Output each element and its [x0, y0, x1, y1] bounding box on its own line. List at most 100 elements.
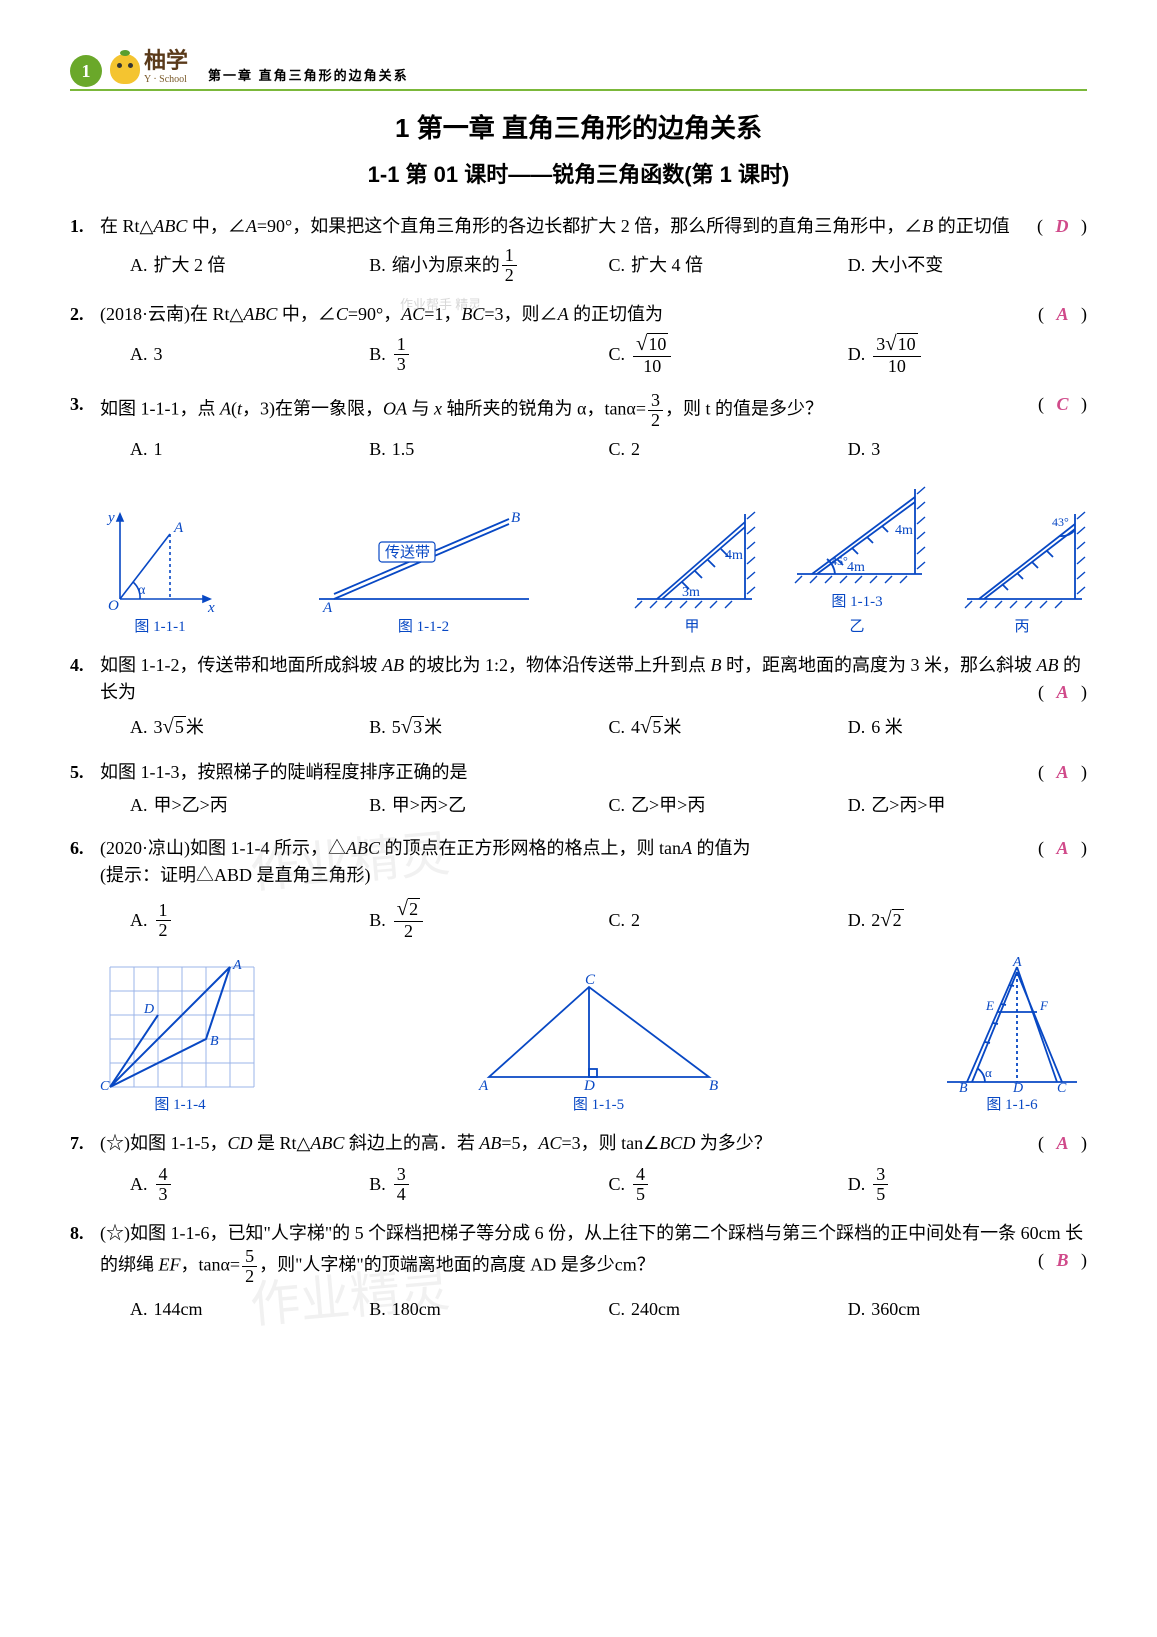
- belt-label: 传送带: [385, 544, 430, 561]
- figure-1-1-5: A D B C 图 1-1-5: [469, 972, 729, 1117]
- l: B.: [369, 1296, 386, 1323]
- q8-answer: B: [1048, 1250, 1076, 1270]
- fig-1-1-1-caption: 图 1-1-1: [100, 616, 220, 639]
- q7-stem: (☆)如图 1-1-5，CD 是 Rt△ABC 斜边上的高．若 AB=5，AC=…: [100, 1130, 1087, 1157]
- t: 43°: [1052, 515, 1069, 529]
- t: AB: [479, 1133, 501, 1153]
- frac: 12: [156, 901, 171, 940]
- q8-options: A.144cm B.180cm C.240cm D.360cm: [130, 1296, 1087, 1323]
- t: ABC: [153, 216, 187, 236]
- frac: 43: [156, 1165, 171, 1204]
- ladder-jia-svg: 4m 3m: [627, 504, 757, 614]
- r: 2: [408, 898, 420, 919]
- q6-hint: (提示：证明△ABD 是直角三角形): [100, 865, 371, 885]
- question-6: 作业精灵 6. (2020·凉山)如图 1-1-4 所示，△ABC 的顶点在正方…: [70, 835, 1087, 941]
- t: 在 Rt△: [100, 216, 153, 236]
- fig-1-1-5-svg: A D B C: [469, 972, 729, 1092]
- question-1: 1. 在 Rt△ABC 中，∠A=90°，如果把这个直角三角形的各边长都扩大 2…: [70, 213, 1087, 285]
- l: C.: [609, 252, 626, 279]
- fig-1-1-2-svg: 传送带 A B: [309, 504, 539, 614]
- q4-opt-b: B.53 米: [369, 712, 608, 743]
- q3-opt-b: B.1.5: [369, 436, 608, 463]
- l: C.: [609, 907, 626, 934]
- svg-text:O: O: [108, 598, 119, 614]
- n: 3: [648, 391, 663, 411]
- t: AB: [382, 655, 404, 675]
- logo-fruit-icon: [110, 54, 140, 84]
- t: 甲>丙>乙: [392, 792, 466, 819]
- logo-text: 柚学: [144, 50, 188, 72]
- t: 3m: [682, 585, 700, 600]
- q1-stem: 在 Rt△ABC 中，∠A=90°，如果把这个直角三角形的各边长都扩大 2 倍，…: [100, 213, 1087, 240]
- q1-opt-b: B.缩小为原来的12: [369, 246, 608, 285]
- t: ，tanα=: [181, 1255, 241, 1275]
- q3-number: 3.: [70, 391, 84, 418]
- l: C.: [609, 714, 626, 741]
- t: 乙>甲>丙: [631, 792, 705, 819]
- q1-opt-d: D.大小不变: [848, 246, 1087, 285]
- t: D: [1012, 1081, 1023, 1092]
- q6-number: 6.: [70, 835, 84, 862]
- t: ，则"人字梯"的顶端离地面的高度 AD 是多少cm？: [259, 1255, 655, 1275]
- q6-opt-b: B.22: [369, 899, 608, 941]
- figure-1-1-4: C A B D 图 1-1-4: [100, 957, 260, 1117]
- q5-opt-d: D.乙>丙>甲: [848, 792, 1087, 819]
- d: 5: [873, 1185, 888, 1204]
- fig-1-1-6-caption: 图 1-1-6: [937, 1094, 1087, 1117]
- figure-1-1-1: y A x O α 图 1-1-1: [100, 504, 220, 639]
- q2-opt-c: C.1010: [609, 334, 848, 376]
- n: 310: [873, 334, 920, 357]
- d: 3: [394, 355, 409, 374]
- question-8: 作业精灵 8. (☆)如图 1-1-6，已知"人字梯"的 5 个踩档把梯子等分成…: [70, 1220, 1087, 1323]
- l: A.: [130, 792, 148, 819]
- q1-answer-slot: ( D ): [1037, 213, 1087, 240]
- l: D.: [848, 436, 866, 463]
- r: 5: [174, 716, 186, 737]
- p: 3: [154, 714, 163, 741]
- logo-subtext: Y · School: [144, 72, 188, 87]
- t: C: [100, 1079, 110, 1092]
- r: 5: [651, 716, 663, 737]
- page-number-badge: 1: [70, 55, 102, 87]
- t: 1.5: [392, 436, 415, 463]
- d: 2: [401, 922, 416, 941]
- q7-options: A.43 B.34 C.45 D.35: [130, 1165, 1087, 1204]
- n: 10: [633, 334, 671, 357]
- q4-opt-a: A.35 米: [130, 712, 369, 743]
- ladder-yi-caption: 乙: [787, 616, 927, 639]
- t: B: [709, 1078, 718, 1092]
- section-title: 1-1 第 01 课时——锐角三角函数(第 1 课时): [70, 158, 1087, 191]
- l: B.: [369, 252, 386, 279]
- t: BC: [461, 304, 484, 324]
- q4-stem: 如图 1-1-2，传送带和地面所成斜坡 AB 的坡比为 1:2，物体沿传送带上升…: [100, 652, 1087, 706]
- q8-opt-b: B.180cm: [369, 1296, 608, 1323]
- l: B.: [369, 341, 386, 368]
- d: 5: [633, 1185, 648, 1204]
- l: B.: [369, 1171, 386, 1198]
- l: C.: [609, 1296, 626, 1323]
- t: A: [220, 399, 231, 419]
- q7-opt-d: D.35: [848, 1165, 1087, 1204]
- l: C.: [609, 1171, 626, 1198]
- q1-opt-a: A.扩大 2 倍: [130, 246, 369, 285]
- ladder-bing-caption: 丙: [957, 616, 1087, 639]
- svg-text:x: x: [207, 600, 215, 614]
- figure-1-1-2: 传送带 A B 图 1-1-2: [309, 504, 539, 639]
- t: A: [246, 216, 257, 236]
- t: 扩大 4 倍: [631, 252, 703, 279]
- q3-options: A.1 B.1.5 C.2 D.3: [130, 436, 1087, 463]
- t: B: [711, 655, 722, 675]
- frac: 22: [394, 899, 423, 941]
- l: D.: [848, 252, 866, 279]
- t: OA: [383, 399, 407, 419]
- s: 米: [424, 714, 442, 741]
- t: F: [1039, 998, 1049, 1013]
- t: 扩大 2 倍: [154, 252, 226, 279]
- header-chapter: 第一章 直角三角形的边角关系: [208, 66, 409, 86]
- t: C: [1057, 1081, 1067, 1092]
- q5-number: 5.: [70, 759, 84, 786]
- t: 4m: [725, 548, 743, 563]
- t: 轴所夹的锐角为 α，tanα=: [442, 399, 646, 419]
- q3-opt-d: D.3: [848, 436, 1087, 463]
- t: D: [583, 1078, 595, 1092]
